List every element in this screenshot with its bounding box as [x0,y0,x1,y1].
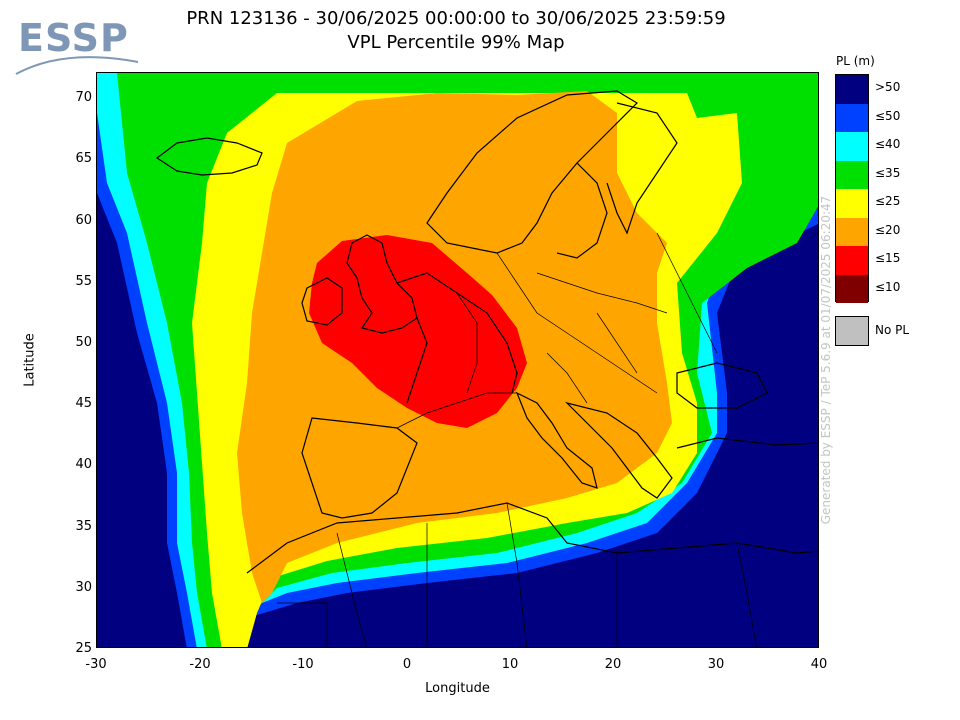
legend-color-bar [835,74,869,303]
legend-label: ≤10 [875,280,901,294]
x-tick-label: -20 [189,657,211,672]
x-tick-label: -30 [85,657,107,672]
legend-swatch [836,246,868,275]
chart-title: PRN 123136 - 30/06/2025 00:00:00 to 30/0… [186,8,726,29]
coastlines [155,90,818,574]
legend-swatch [836,103,868,132]
legend-swatch [836,189,868,218]
legend-swatch [836,274,868,303]
x-tick-label: -10 [292,657,314,672]
legend-label: >50 [875,80,901,94]
zone-le15 [309,235,527,428]
essp-logo: ESSP [14,8,144,80]
y-tick-label: 65 [75,151,92,166]
legend-swatch [836,75,868,104]
x-axis-label: Longitude [425,681,490,696]
y-tick-label: 35 [75,519,92,534]
no-pl-label: No PL [875,323,910,337]
country-borders [277,232,757,647]
legend-title: PL (m) [836,54,875,68]
legend-swatch [836,217,868,246]
chart-subtitle: VPL Percentile 99% Map [347,32,565,53]
protection-level-map [97,73,818,647]
legend-label: ≤35 [875,166,901,180]
no-pl-swatch [835,316,869,346]
y-tick-label: 40 [75,457,92,472]
x-tick-label: 0 [402,657,412,672]
y-tick-label: 60 [75,213,92,228]
y-tick-label: 25 [75,641,92,656]
logo-text: ESSP [18,16,129,60]
x-tick-label: 30 [707,657,725,672]
legend-label: ≤25 [875,194,901,208]
legend-label: ≤40 [875,137,901,151]
x-tick-label: 40 [810,657,828,672]
map-plot-area [96,72,819,648]
logo-swoosh-icon [15,56,139,75]
legend-swatch [836,132,868,161]
x-tick-label: 20 [604,657,622,672]
x-tick-label: 10 [501,657,519,672]
y-axis-label: Latitude [22,333,38,387]
generated-by-watermark: Generated by ESSP / TeP 5.6.9 at 01/07/2… [819,195,833,525]
y-tick-label: 50 [75,335,92,350]
y-tick-label: 45 [75,396,92,411]
legend-swatch [836,160,868,189]
legend-label: ≤50 [875,109,901,123]
legend-label: ≤15 [875,251,901,265]
legend-label: ≤20 [875,223,901,237]
y-tick-label: 55 [75,274,92,289]
y-tick-label: 70 [75,90,92,105]
y-tick-label: 30 [75,580,92,595]
